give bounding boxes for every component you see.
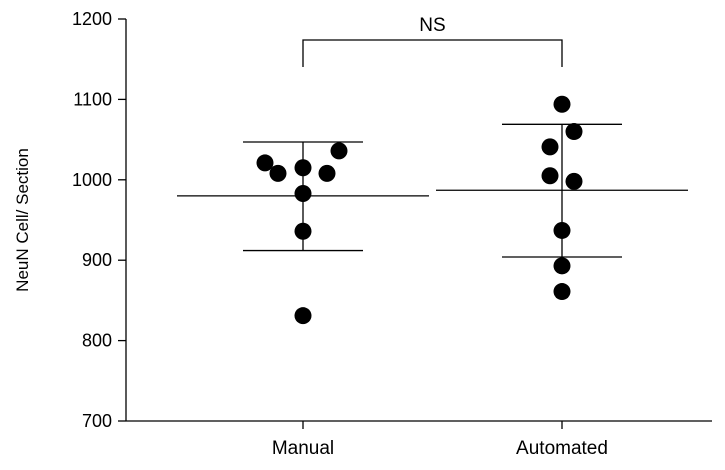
y-tick-label: 700 [82,411,112,431]
y-ticks: 700 800 900 1000 1100 1200 [72,9,126,431]
data-point [256,154,274,172]
group-manual: Manual [177,141,429,459]
bracket-line [302,39,563,67]
data-point [294,307,312,325]
data-point [318,164,336,182]
data-point [294,184,312,202]
data-point [269,164,287,182]
group-automated: Automated [436,95,688,459]
y-tick-label: 800 [82,331,112,351]
significance-bracket: NS [302,15,563,67]
data-point [294,159,312,177]
significance-label: NS [419,15,445,36]
y-tick-label: 900 [82,250,112,270]
y-tick-label: 1200 [72,9,112,29]
y-axis-label: NeuN Cell/ Section [13,148,32,292]
data-point [330,142,348,160]
data-point [541,138,559,156]
y-tick-label: 1100 [73,89,112,109]
data-point [565,172,583,190]
axes [125,19,712,422]
x-tick-label: Manual [272,438,334,459]
data-point [553,95,571,113]
x-tick-label: Automated [516,438,608,459]
y-tick-label: 1000 [72,170,112,190]
data-point [294,222,312,240]
data-point [565,123,583,141]
data-point [553,221,571,239]
data-point [553,257,571,275]
data-point [553,283,571,301]
data-point [541,167,559,185]
data-groups: Manual Automated [177,95,688,459]
